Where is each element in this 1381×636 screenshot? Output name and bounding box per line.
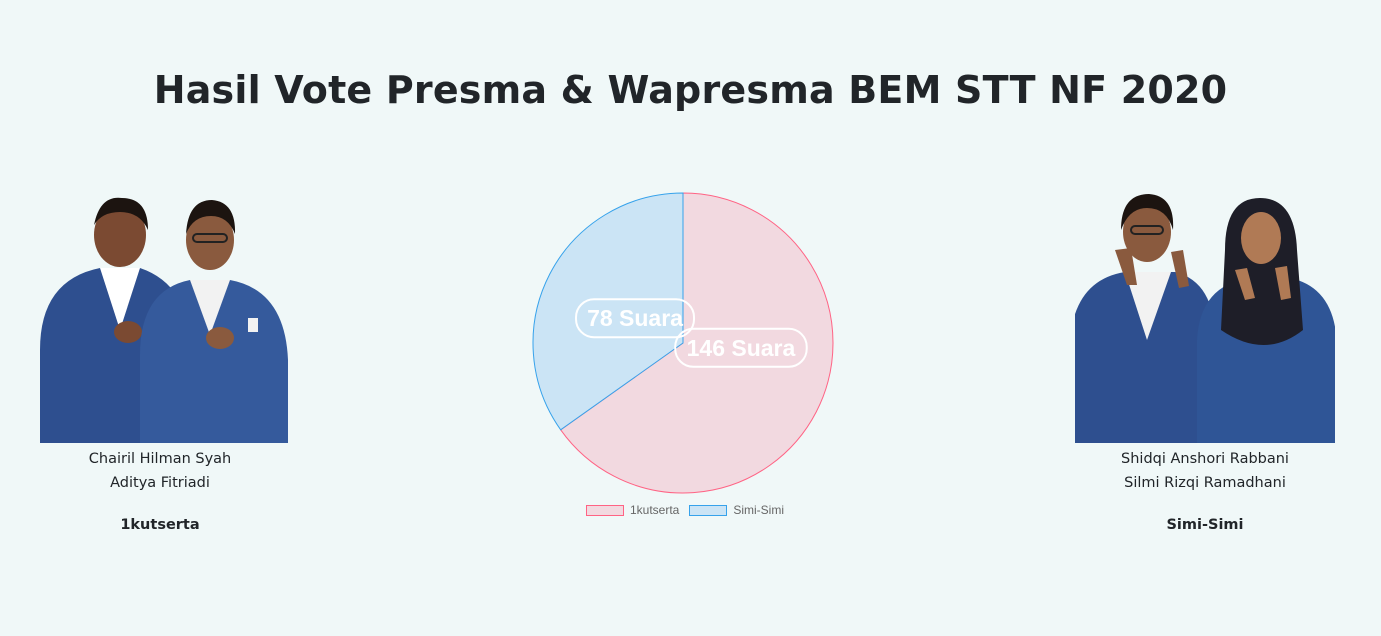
vote-pie-chart: 146 Suara 78 Suara 1kutserta Simi-Simi <box>500 180 870 525</box>
pie-slice-1kutserta[interactable] <box>559 192 834 494</box>
candidate-photo <box>30 190 290 443</box>
legend-label: Simi-Simi <box>733 503 785 517</box>
data-label-text: 78 Suara <box>587 305 683 331</box>
person-silhouette <box>140 200 288 443</box>
vice-president-name: Silmi Rizqi Ramadhani <box>1124 475 1286 491</box>
person-silhouette <box>1070 194 1215 443</box>
legend-swatch <box>689 504 728 516</box>
candidate-card-1kutserta: Chairil Hilman Syah Aditya Fitriadi 1kut… <box>30 190 290 533</box>
legend-swatch <box>585 504 624 516</box>
legend-item-simi-simi[interactable]: Simi-Simi <box>689 503 784 517</box>
legend-label: 1kutserta <box>629 503 680 517</box>
person-silhouette <box>1197 198 1337 443</box>
chart-legend: 1kutserta Simi-Simi <box>500 503 870 517</box>
team-name: 1kutserta <box>120 517 200 533</box>
candidate-photo <box>1070 190 1337 443</box>
president-name: Shidqi Anshori Rabbani <box>1121 451 1289 467</box>
data-label: 78 Suara <box>575 298 696 339</box>
legend-item-1kutserta[interactable]: 1kutserta <box>585 503 680 517</box>
vice-president-name: Aditya Fitriadi <box>110 475 210 491</box>
pie-slice-simi-simi[interactable] <box>532 192 684 431</box>
data-label-text: 146 Suara <box>687 335 796 361</box>
team-name: Simi-Simi <box>1166 517 1244 533</box>
president-name: Chairil Hilman Syah <box>88 451 232 467</box>
page-title: Hasil Vote Presma & Wapresma BEM STT NF … <box>153 68 1228 112</box>
data-label: 146 Suara <box>674 327 808 368</box>
candidate-card-simi-simi: Shidqi Anshori Rabbani Silmi Rizqi Ramad… <box>1070 190 1337 533</box>
